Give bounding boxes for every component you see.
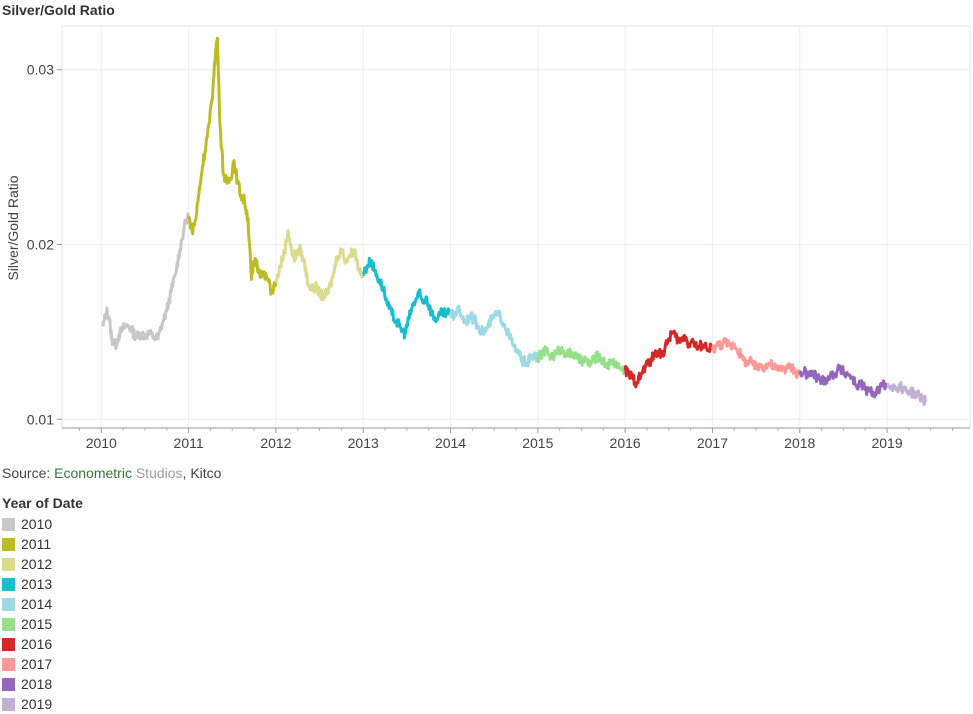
series-line-2014: [449, 304, 540, 368]
legend-item-2013[interactable]: 2013: [2, 574, 83, 594]
gridlines: [61, 25, 971, 429]
legend-swatch: [2, 557, 15, 571]
legend-label: 2019: [21, 696, 53, 712]
x-tick-label: 2016: [610, 435, 641, 451]
chart: Silver/Gold Ratio 2010 2011 2012 2013 2014 20…: [5, 25, 971, 451]
series-line-2018: [798, 363, 889, 399]
legend-swatch: [2, 697, 15, 711]
x-tick-label: 2019: [871, 435, 902, 451]
series-line-2019: [886, 380, 927, 407]
plot-frame: [61, 25, 971, 429]
legend-label: 2016: [21, 636, 53, 652]
series-line-2015: [536, 345, 627, 375]
legend-swatch: [2, 597, 15, 611]
legend-item-2012[interactable]: 2012: [2, 554, 83, 574]
chart-title: Silver/Gold Ratio: [2, 2, 115, 18]
x-tick-label: 2013: [348, 435, 379, 451]
x-tick-label: 2012: [260, 435, 291, 451]
x-tick-label: 2010: [86, 435, 117, 451]
y-tick-label: 0.03: [27, 62, 54, 78]
legend-item-2010[interactable]: 2010: [2, 514, 83, 534]
series-line-2017: [710, 337, 801, 379]
series-line-2012: [274, 229, 365, 302]
y-tick-label: 0.02: [27, 236, 54, 252]
legend-label: 2017: [21, 656, 53, 672]
legend-items: 2010 2011 2012 2013 2014 2015 2016 2017 2018 2019: [2, 514, 83, 714]
legend-label: 2018: [21, 676, 53, 692]
series-line-2011: [187, 36, 278, 296]
legend-swatch: [2, 577, 15, 591]
legend: Year of Date 2010 2011 2012 2013 2014 2015 201…: [2, 495, 83, 714]
legend-swatch: [2, 657, 15, 671]
series-line-2013: [362, 256, 452, 340]
legend-label: 2015: [21, 616, 53, 632]
legend-label: 2012: [21, 556, 53, 572]
legend-swatch: [2, 677, 15, 691]
legend-item-2019[interactable]: 2019: [2, 694, 83, 714]
legend-label: 2014: [21, 596, 53, 612]
y-axis-title: Silver/Gold Ratio: [5, 175, 21, 280]
legend-item-2017[interactable]: 2017: [2, 654, 83, 674]
source-kitco: , Kitco: [182, 465, 222, 481]
x-tick-label: 2011: [174, 435, 204, 451]
legend-item-2018[interactable]: 2018: [2, 674, 83, 694]
legend-label: 2010: [21, 516, 53, 532]
legend-swatch: [2, 637, 15, 651]
series-lines: [101, 36, 927, 407]
legend-item-2015[interactable]: 2015: [2, 614, 83, 634]
legend-label: 2013: [21, 576, 53, 592]
legend-item-2014[interactable]: 2014: [2, 594, 83, 614]
source-prefix: Source:: [2, 465, 55, 481]
series-line-2016: [623, 329, 714, 389]
x-tick-label: 2014: [435, 435, 466, 451]
x-tick-label: 2017: [697, 435, 728, 451]
y-tick-label: 0.01: [27, 411, 54, 427]
source-note: Source: Econometric Studios, Kitco: [2, 465, 221, 481]
legend-swatch: [2, 617, 15, 631]
axes: 2010 2011 2012 2013 2014 2015 2016 2017 2018 2019…: [27, 62, 970, 451]
legend-item-2011[interactable]: 2011: [2, 534, 83, 554]
legend-swatch: [2, 537, 15, 551]
source-link-econometric[interactable]: Econometric: [54, 465, 132, 481]
legend-swatch: [2, 517, 15, 531]
source-studios: Studios: [131, 465, 183, 481]
x-tick-label: 2015: [522, 435, 553, 451]
series-line-2010: [101, 212, 191, 350]
x-tick-label: 2018: [784, 435, 815, 451]
legend-item-2016[interactable]: 2016: [2, 634, 83, 654]
legend-title: Year of Date: [2, 495, 83, 511]
legend-label: 2011: [21, 536, 52, 552]
